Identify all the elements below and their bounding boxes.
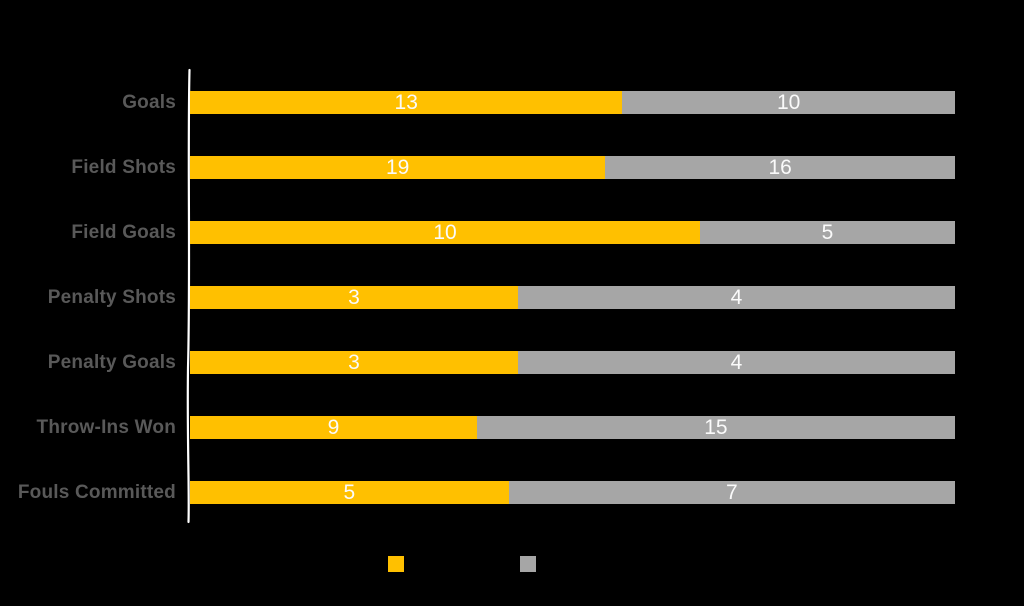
chart-row: Penalty Goals 3 4 bbox=[0, 330, 955, 395]
segment-secondary-value: 16 bbox=[768, 156, 792, 179]
bar-track: 10 5 bbox=[190, 221, 955, 244]
segment-secondary-value: 10 bbox=[777, 91, 801, 114]
chart-legend bbox=[0, 556, 1024, 572]
segment-secondary: 15 bbox=[476, 416, 955, 439]
chart-row: Fouls Committed 5 7 bbox=[0, 460, 955, 525]
chart-row: Throw-Ins Won 9 15 bbox=[0, 395, 955, 460]
bar-track: 13 10 bbox=[190, 91, 955, 114]
chart-row: Penalty Shots 3 4 bbox=[0, 265, 955, 330]
segment-secondary: 5 bbox=[700, 221, 955, 244]
segment-primary-value: 3 bbox=[348, 351, 360, 374]
bar-track: 19 16 bbox=[190, 156, 955, 179]
segment-secondary-value: 7 bbox=[726, 481, 738, 504]
chart-rows: Goals 13 10 Field Shots 19 16 Field Goal… bbox=[0, 70, 955, 525]
bar-track: 3 4 bbox=[190, 351, 955, 374]
segment-primary-value: 5 bbox=[343, 481, 356, 504]
legend-swatch-secondary bbox=[520, 556, 536, 572]
segment-primary: 3 bbox=[190, 286, 518, 309]
segment-secondary: 4 bbox=[517, 286, 955, 309]
segment-secondary-value: 5 bbox=[821, 221, 834, 244]
category-label: Throw-Ins Won bbox=[36, 416, 176, 438]
category-label: Goals bbox=[122, 91, 176, 113]
segment-primary-value: 9 bbox=[327, 416, 340, 439]
segment-primary: 5 bbox=[190, 481, 509, 504]
segment-primary: 19 bbox=[190, 156, 606, 179]
segment-primary: 10 bbox=[190, 221, 700, 244]
segment-primary: 3 bbox=[190, 351, 518, 374]
segment-primary-value: 10 bbox=[433, 221, 457, 244]
segment-secondary: 10 bbox=[622, 91, 955, 114]
segment-secondary: 7 bbox=[508, 481, 955, 504]
category-label: Penalty Shots bbox=[47, 286, 176, 308]
legend-swatch-primary bbox=[388, 556, 404, 572]
segment-secondary-value: 4 bbox=[730, 286, 743, 309]
chart-row: Goals 13 10 bbox=[0, 70, 955, 135]
chart-row: Field Shots 19 16 bbox=[0, 135, 955, 200]
y-axis-line bbox=[186, 68, 191, 524]
segment-primary: 9 bbox=[190, 416, 477, 439]
segment-primary-value: 3 bbox=[348, 286, 360, 309]
category-label: Penalty Goals bbox=[47, 351, 176, 373]
chart-row: Field Goals 10 5 bbox=[0, 200, 955, 265]
category-label: Fouls Committed bbox=[17, 481, 176, 503]
category-label: Field Goals bbox=[71, 221, 176, 243]
segment-primary-value: 13 bbox=[394, 91, 418, 114]
segment-secondary-value: 15 bbox=[704, 416, 728, 439]
segment-primary: 13 bbox=[190, 91, 623, 114]
bar-track: 9 15 bbox=[190, 416, 955, 439]
segment-primary-value: 19 bbox=[385, 156, 410, 179]
segment-secondary: 16 bbox=[605, 156, 955, 179]
segment-secondary: 4 bbox=[517, 351, 955, 374]
bar-track: 3 4 bbox=[190, 286, 955, 309]
segment-secondary-value: 4 bbox=[730, 351, 743, 374]
bar-track: 5 7 bbox=[190, 481, 955, 504]
category-label: Field Shots bbox=[71, 156, 176, 178]
